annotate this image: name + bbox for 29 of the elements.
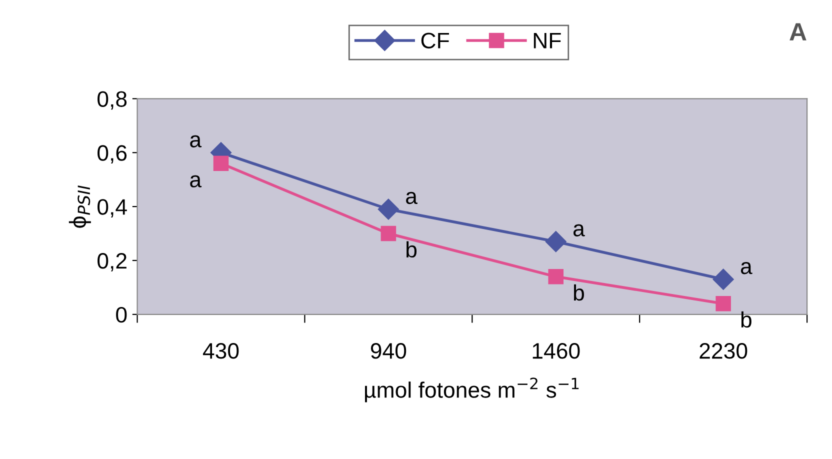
- y-tick-label: 0,8: [98, 91, 127, 110]
- point: [380, 226, 396, 242]
- point: [712, 268, 734, 290]
- point: [378, 198, 399, 220]
- annotation: a: [740, 262, 752, 274]
- annotation: b: [741, 311, 752, 328]
- y-axis-title: ϕ$_{PSII}$: [68, 186, 91, 228]
- y-tick-label: 0: [116, 306, 127, 323]
- x-axis-title: µmol fotones m$^{−2}$ s$^{−1}$: [365, 378, 579, 402]
- point: [548, 269, 564, 284]
- annotation: a: [190, 135, 202, 148]
- y-tick-label: 0,6: [98, 145, 127, 164]
- annotation: a: [573, 224, 585, 236]
- legend-label: CF: [421, 32, 449, 48]
- chart-title: A: [790, 23, 806, 40]
- x-tick-label: 2230: [700, 343, 748, 359]
- y-tick-label: 0,4: [98, 199, 127, 218]
- legend-label: NF: [534, 32, 561, 48]
- x-tick-label: 1460: [532, 343, 580, 359]
- y-tick-label: 0,2: [98, 253, 126, 272]
- x-tick-label: 430: [202, 343, 239, 359]
- point: [213, 156, 229, 172]
- annotation: a: [406, 192, 418, 204]
- annotation: a: [190, 175, 202, 188]
- point: [545, 231, 566, 252]
- x-tick-label: 940: [370, 343, 406, 359]
- point: [716, 296, 731, 312]
- annotation: b: [406, 241, 417, 258]
- annotation: b: [574, 284, 584, 301]
